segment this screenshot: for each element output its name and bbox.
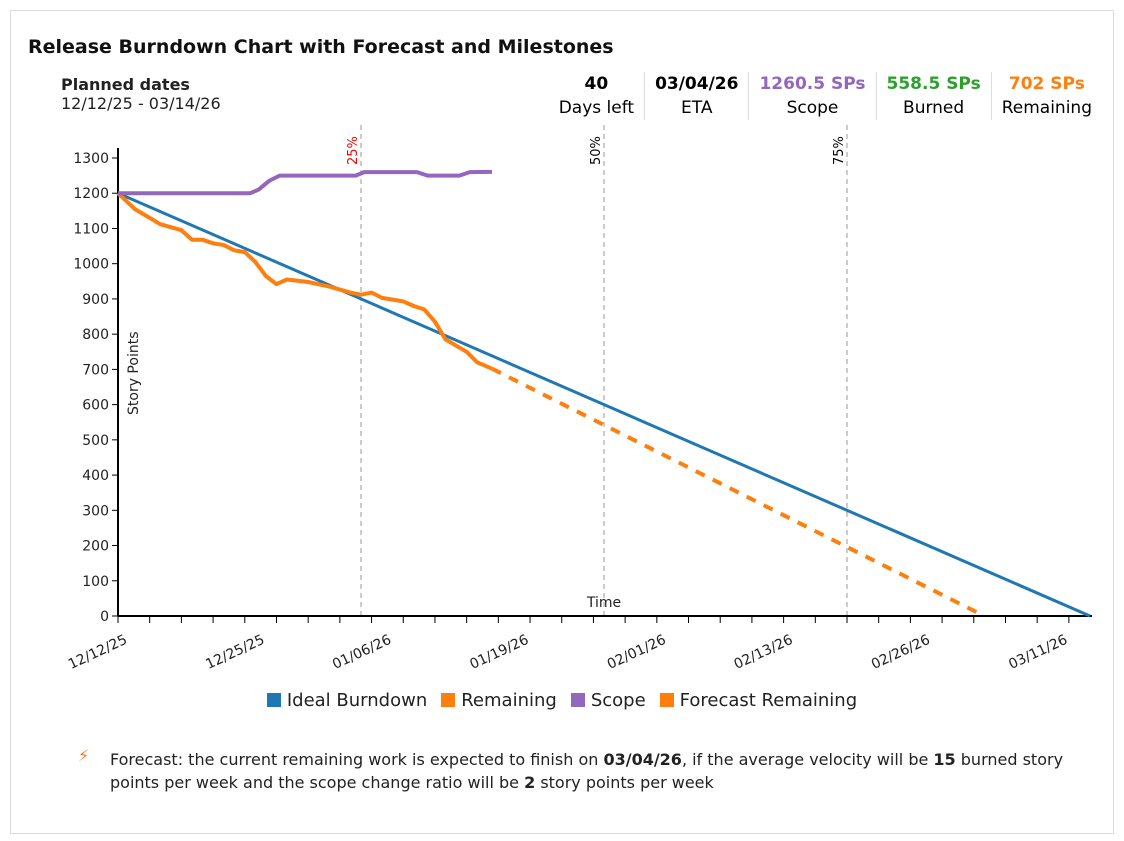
series-line-forecast-remaining — [491, 366, 986, 618]
legend: Ideal Burndown Remaining Scope Forecast … — [0, 690, 1124, 711]
y-tick-label: 200 — [82, 539, 109, 555]
y-tick-label: 800 — [82, 327, 109, 343]
series-line-ideal-burndown — [117, 191, 1091, 618]
y-axis-label: Story Points — [126, 332, 142, 416]
stat-scope: 1260.5 SPs Scope — [748, 72, 875, 120]
stat-days-left: 40 Days left — [558, 74, 635, 118]
x-tick-label: 02/01/26 — [605, 632, 669, 673]
planned-dates-label: Planned dates — [61, 75, 190, 94]
series-line-remaining — [116, 191, 493, 371]
y-tick-label: 0 — [100, 609, 109, 625]
legend-item-scope[interactable]: Scope — [570, 690, 646, 711]
legend-item-ideal[interactable]: Ideal Burndown — [266, 690, 427, 711]
stats-bar: 40 Days left 03/04/26 ETA 1260.5 SPs Scope … — [549, 72, 1102, 120]
milestone-label: 50% — [589, 136, 604, 165]
legend-item-remaining[interactable]: Remaining — [441, 690, 557, 711]
legend-item-forecast[interactable]: Forecast Remaining — [659, 690, 857, 711]
series-line-scope — [118, 169, 493, 196]
y-tick-label: 700 — [82, 362, 109, 378]
y-tick-label: 1000 — [73, 257, 109, 273]
x-tick-label: 03/11/26 — [1006, 632, 1070, 673]
y-tick-label: 400 — [82, 468, 109, 484]
y-tick-label: 1200 — [73, 186, 109, 202]
milestone-label: 75% — [832, 136, 847, 165]
x-tick-label: 12/25/25 — [203, 632, 267, 673]
burndown-chart: 25% 50% 75% 0 100 200 300 400 500 600 700 800 900 100… — [66, 125, 1092, 673]
stat-burned: 558.5 SPs Burned — [875, 72, 991, 120]
y-tick-label: 1100 — [73, 221, 109, 237]
x-axis-label: Time — [586, 595, 621, 611]
forecast-note: Forecast: the current remaining work is … — [110, 750, 1064, 792]
milestone-label: 25% — [346, 136, 361, 165]
x-tick-label: 01/06/26 — [330, 632, 394, 673]
planned-dates: Planned dates 12/12/25 - 03/14/26 — [61, 75, 221, 113]
stat-remaining: 702 SPs Remaining — [990, 72, 1102, 120]
chart-title: Release Burndown Chart with Forecast and… — [28, 36, 614, 58]
x-tick-label: 02/26/26 — [869, 632, 933, 673]
x-tick-label: 01/19/26 — [467, 632, 531, 673]
x-tick-label: 02/13/26 — [732, 632, 796, 673]
x-tick-label: 12/12/25 — [66, 632, 130, 673]
y-tick-label: 100 — [82, 574, 109, 590]
stat-eta: 03/04/26 ETA — [644, 72, 748, 120]
chart-card — [10, 10, 1114, 834]
y-tick-label: 500 — [82, 433, 109, 449]
planned-dates-value: 12/12/25 - 03/14/26 — [61, 94, 221, 113]
y-tick-label: 900 — [82, 292, 109, 308]
y-tick-label: 600 — [82, 398, 109, 414]
y-tick-label: 300 — [82, 503, 109, 519]
lightning-icon: ⚡ — [78, 746, 90, 765]
y-tick-label: 1300 — [73, 151, 109, 167]
